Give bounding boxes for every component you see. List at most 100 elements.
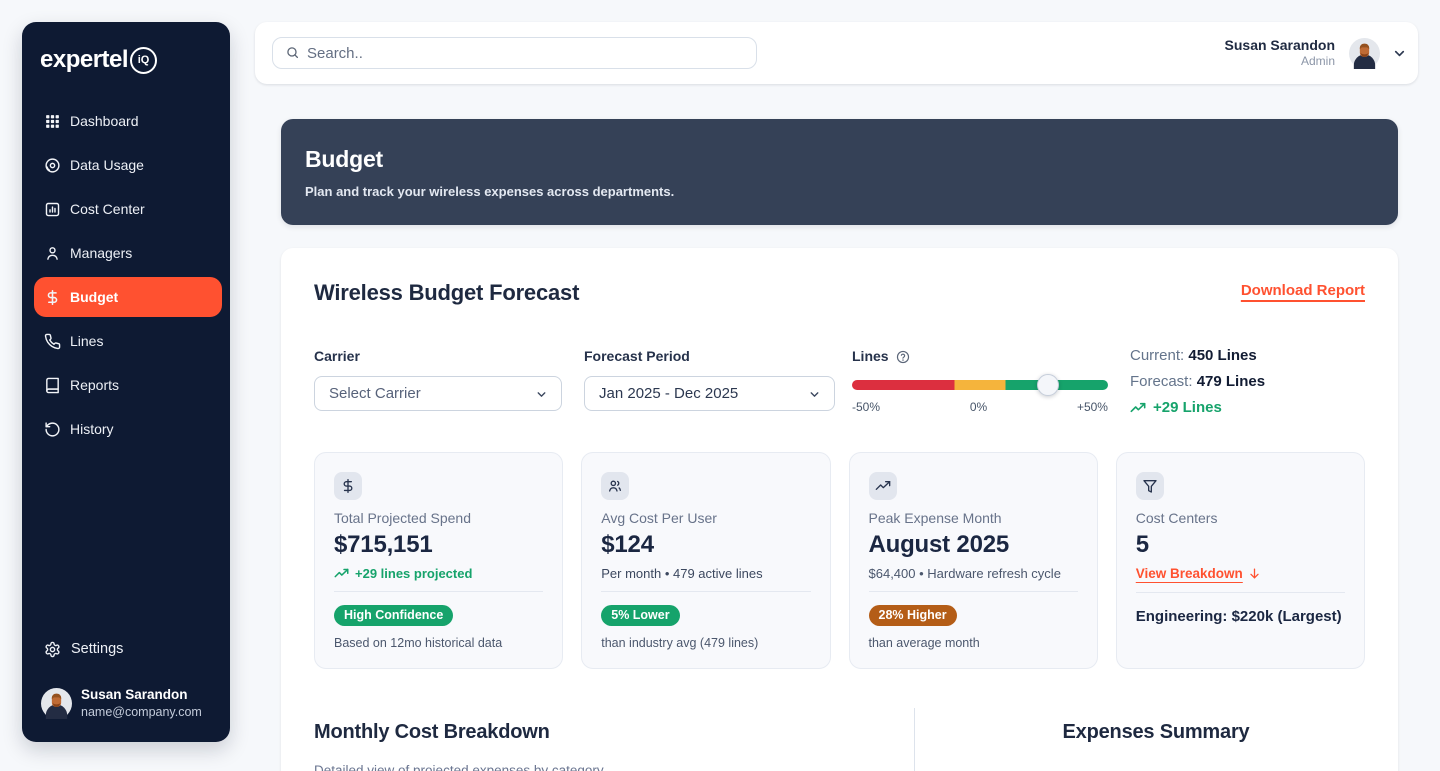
bottom-sections: Monthly Cost Breakdown Detailed view of … [281, 708, 1398, 771]
divider [1135, 592, 1345, 593]
carrier-select[interactable]: Select Carrier [314, 376, 562, 411]
user-menu[interactable]: Susan Sarandon Admin [1225, 37, 1407, 69]
stat-label: Total Projected Spend [334, 510, 471, 526]
carrier-label: Carrier [314, 348, 360, 364]
sidebar-item-lines[interactable]: Lines [34, 321, 222, 361]
divider [868, 591, 1078, 592]
period-label: Forecast Period [584, 348, 690, 364]
logo-iq-badge: iQ [130, 46, 158, 74]
expenses-summary-section: Expenses Summary [914, 720, 1398, 745]
sidebar-item-dashboard[interactable]: Dashboard [34, 101, 222, 141]
avatar [41, 688, 72, 719]
sidebar-item-cost-center[interactable]: Cost Center [34, 189, 222, 229]
stat-sub: Per month • 479 active lines [601, 566, 763, 581]
status-badge: 5% Lower [601, 605, 680, 626]
arrow-down-icon [1248, 567, 1261, 580]
monthly-cost-breakdown-section: Monthly Cost Breakdown Detailed view of … [314, 720, 884, 771]
period-select-value: Jan 2025 - Dec 2025 [599, 385, 739, 402]
view-breakdown-link[interactable]: View Breakdown [1136, 565, 1261, 582]
users-icon [601, 472, 630, 500]
sidebar-user-meta: Susan Sarandon name@company.com [81, 686, 202, 721]
sidebar-user-card[interactable]: Susan Sarandon name@company.com [41, 686, 218, 721]
bar-chart-icon [44, 201, 61, 218]
section-title: Expenses Summary [1062, 721, 1250, 743]
filter-icon [1135, 472, 1164, 500]
trending-up-icon [868, 472, 897, 500]
sidebar-item-label: Dashboard [70, 113, 139, 129]
page-title: Budget [305, 146, 384, 172]
search-wrap [272, 37, 757, 69]
divider [334, 591, 544, 592]
lines-label-row: Lines [852, 345, 1108, 365]
lines-slider[interactable] [852, 374, 1108, 396]
stat-card-total-projected-spend: Total Projected Spend $715,151 +29 lines… [314, 452, 564, 669]
sidebar-item-label: Lines [70, 333, 104, 349]
search-icon [286, 46, 299, 59]
stat-card-avg-cost-per-user: Avg Cost Per User $124 Per month • 479 a… [581, 452, 831, 669]
sidebar: expertel iQ Dashboard Data Usage Cost Ce… [22, 22, 230, 742]
phone-icon [44, 333, 61, 350]
stat-card-cost-centers: Cost Centers 5 View Breakdown Engineerin… [1115, 452, 1365, 669]
app-logo: expertel iQ [40, 46, 230, 74]
sidebar-item-reports[interactable]: Reports [34, 365, 222, 405]
stat-value: 5 [1135, 531, 1149, 558]
stat-footer: than industry avg (479 lines) [601, 636, 759, 650]
stat-sub-text: +29 lines projected [355, 566, 473, 581]
current-lines-value: 450 Lines [1188, 347, 1257, 364]
lines-control: Lines -50% 0% +50% [852, 345, 1108, 421]
lines-delta: +29 Lines [1130, 395, 1368, 421]
forecast-info: Current: 450 Lines Forecast: 479 Lines +… [1130, 343, 1368, 421]
chevron-down-icon [535, 388, 548, 401]
vertical-divider [914, 708, 915, 771]
topbar-user-name: Susan Sarandon [1224, 37, 1335, 53]
stat-label: Cost Centers [1135, 510, 1218, 526]
help-icon[interactable] [896, 350, 910, 364]
download-report-link[interactable]: Download Report [1240, 282, 1365, 299]
carrier-control: Carrier Select Carrier [314, 345, 562, 421]
sidebar-item-settings[interactable]: Settings [34, 629, 222, 669]
grid-icon [44, 113, 61, 130]
lines-slider-thumb[interactable] [1036, 374, 1059, 396]
forecast-header: Wireless Budget Forecast Download Report [314, 279, 1365, 306]
stats-row: Total Projected Spend $715,151 +29 lines… [314, 452, 1365, 669]
sidebar-item-label: Budget [70, 289, 119, 305]
sidebar-item-budget[interactable]: Budget [34, 277, 222, 317]
sidebar-item-label: Settings [71, 641, 124, 657]
lines-label: Lines [852, 348, 889, 364]
sidebar-item-label: Data Usage [70, 157, 144, 173]
forecast-controls: Carrier Select Carrier Forecast Period J… [314, 345, 1368, 421]
sidebar-item-label: Reports [70, 377, 120, 393]
trending-up-icon [1130, 400, 1146, 416]
stat-sub: +29 lines projected [334, 565, 543, 582]
view-breakdown-label: View Breakdown [1135, 566, 1243, 581]
trending-up-icon [334, 566, 349, 581]
sidebar-item-history[interactable]: History [34, 409, 222, 449]
page-subtitle: Plan and track your wireless expenses ac… [305, 184, 675, 199]
forecast-card: Wireless Budget Forecast Download Report… [281, 248, 1398, 771]
current-lines-label: Current: [1130, 347, 1185, 364]
stat-footer: than average month [868, 636, 980, 650]
sidebar-user-name: Susan Sarandon [81, 687, 188, 702]
divider [601, 591, 811, 592]
avatar [1349, 37, 1380, 69]
stat-value: August 2025 [868, 531, 1010, 558]
carrier-select-value: Select Carrier [329, 385, 421, 402]
sidebar-item-label: Managers [70, 245, 133, 261]
forecast-lines-value: 479 Lines [1196, 373, 1266, 390]
topbar-user-role: Admin [1300, 54, 1335, 68]
stat-sub: $64,400 • Hardware refresh cycle [868, 566, 1061, 581]
search-input[interactable] [272, 37, 757, 69]
dollar-icon [44, 289, 61, 306]
slider-max-label: +50% [1076, 400, 1108, 414]
sidebar-item-managers[interactable]: Managers [34, 233, 222, 273]
topbar: Susan Sarandon Admin [255, 22, 1418, 84]
period-select[interactable]: Jan 2025 - Dec 2025 [584, 376, 835, 411]
sidebar-item-label: History [70, 421, 114, 437]
sidebar-item-label: Cost Center [70, 201, 145, 217]
status-badge: 28% Higher [868, 605, 957, 626]
sidebar-bottom: Settings Susan Sarandon name@company.com [22, 629, 230, 742]
user-icon [44, 245, 61, 262]
slider-min-label: -50% [852, 400, 881, 414]
stat-value: $715,151 [334, 531, 433, 558]
sidebar-item-data-usage[interactable]: Data Usage [34, 145, 222, 185]
